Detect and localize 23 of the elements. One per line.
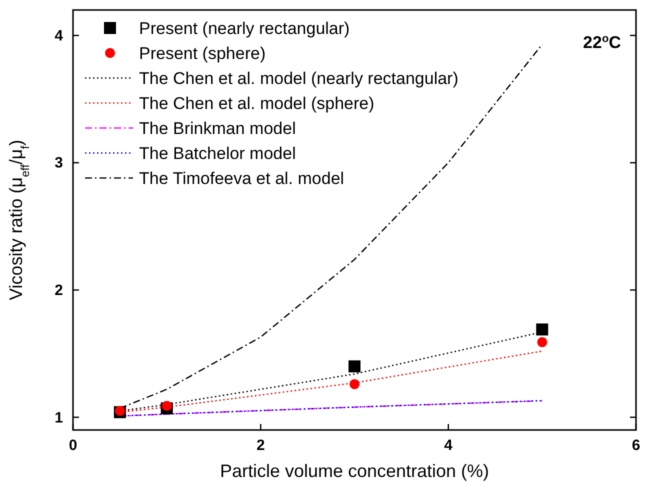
x-tick-label: 0 — [68, 437, 78, 454]
legend-label: The Brinkman model — [139, 119, 296, 138]
point — [348, 360, 360, 372]
y-tick-label: 2 — [54, 282, 63, 299]
point — [114, 406, 125, 416]
annotation: 22$^{o}$C — [583, 33, 621, 52]
legend-label: The Timofeeva et al. model — [139, 169, 344, 188]
legend-label: The Batchelor model — [139, 144, 296, 163]
x-tick-label: 6 — [632, 437, 640, 454]
y-tick-label: 4 — [54, 27, 64, 44]
point — [350, 379, 360, 390]
legend-label: The Chen et al. model (sphere) — [139, 94, 374, 113]
point — [162, 400, 172, 411]
legend-label: The Chen et al. model (nearly rectangular) — [139, 69, 458, 88]
point — [537, 337, 548, 348]
y-tick-label: 3 — [54, 154, 63, 172]
point — [536, 323, 548, 336]
x-tick-label: 2 — [256, 437, 265, 454]
x-tick-label: 4 — [444, 437, 454, 454]
legend-label: Present (nearly rectangular) — [139, 19, 350, 38]
x-axis-title: Particle volume concentration (%) — [220, 461, 490, 481]
legend-label: Present (sphere) — [139, 44, 266, 63]
y-tick-label: 1 — [54, 409, 63, 426]
